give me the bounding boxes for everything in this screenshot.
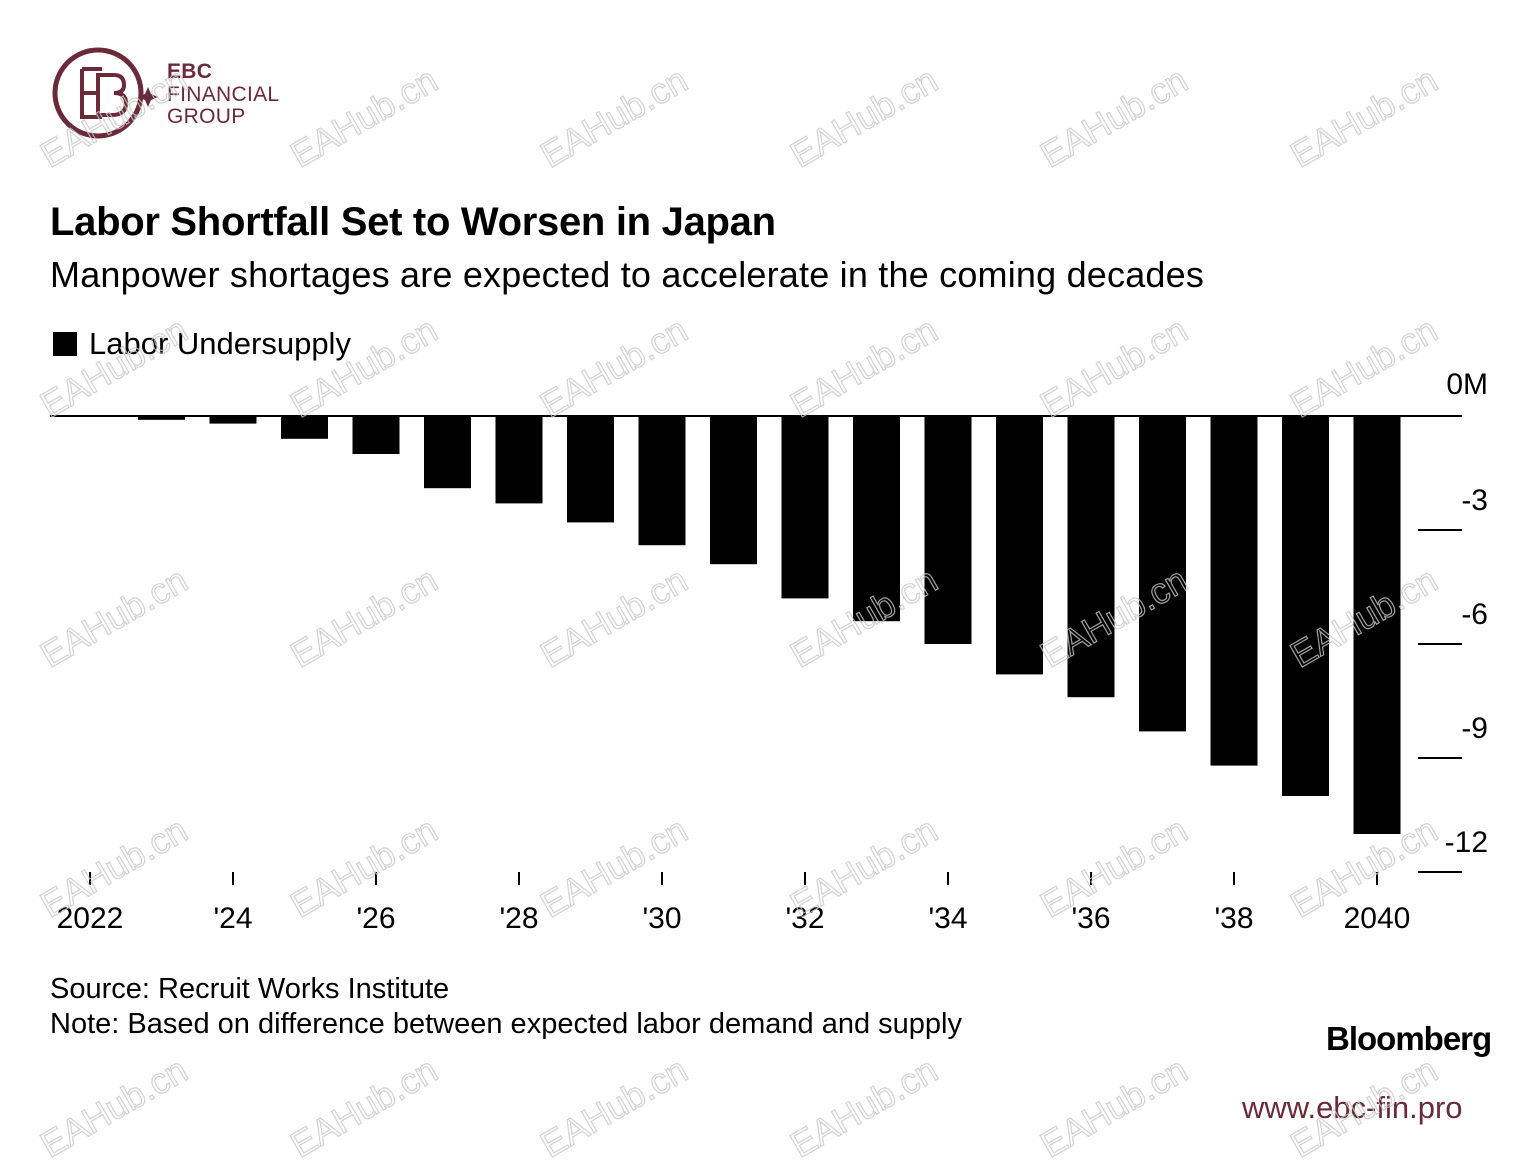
- x-tick-label: '38: [1214, 902, 1253, 935]
- y-tick-label: -9: [1461, 712, 1488, 745]
- legend-swatch: [53, 332, 77, 356]
- brand-line-2: FINANCIAL: [167, 83, 280, 106]
- watermark-text: EAHub.cn: [283, 1049, 444, 1166]
- bar-2031: [710, 416, 757, 565]
- x-tick-label: '24: [213, 902, 252, 935]
- bar-2023: [138, 416, 185, 420]
- watermark-text: EAHub.cn: [783, 59, 944, 176]
- legend: Labor Undersupply: [53, 326, 351, 362]
- x-tick-label: '36: [1071, 902, 1110, 935]
- legend-label: Labor Undersupply: [89, 326, 351, 361]
- bar-2040: [1353, 416, 1401, 834]
- y-tick-label: 0M: [1446, 368, 1488, 401]
- x-tick-label: '30: [642, 902, 681, 935]
- bar-2026: [352, 416, 400, 454]
- watermark-text: EAHub.cn: [1033, 59, 1194, 176]
- bar-chart: 0M -3 -6 -9 -12 2022 '24 '26 '28 '30 '32 '34 '36 '38 2…: [50, 368, 1488, 935]
- x-tick-label: 2022: [57, 902, 124, 935]
- brand-line-1: EBC: [167, 60, 213, 83]
- watermark-text: EAHub.cn: [1033, 1049, 1194, 1166]
- bar-2034: [924, 416, 972, 644]
- note-text: Note: Based on difference between expect…: [50, 1008, 962, 1040]
- bar-2036: [1067, 416, 1115, 698]
- x-tick-label: '28: [499, 902, 538, 935]
- y-tick-label: -12: [1445, 826, 1488, 859]
- watermark-text: EAHub.cn: [533, 1049, 694, 1166]
- bar-2033: [853, 416, 900, 622]
- source-text: Source: Recruit Works Institute: [50, 973, 450, 1005]
- bar-2038: [1210, 416, 1258, 766]
- x-tick-label: '34: [928, 902, 967, 935]
- x-tick-label: '32: [785, 902, 824, 935]
- watermark-text: EAHub.cn: [1283, 59, 1444, 176]
- logo-ring-icon: [52, 47, 144, 139]
- publisher-logo: Bloomberg: [1326, 1020, 1492, 1057]
- y-tick-label: -3: [1461, 484, 1488, 517]
- bar-2032: [781, 416, 829, 599]
- chart-subtitle: Manpower shortages are expected to accel…: [50, 254, 1205, 295]
- sparkle-icon: [138, 87, 158, 107]
- bar-2027: [424, 416, 471, 489]
- bar-2039: [1282, 416, 1329, 796]
- chart-title: Labor Shortfall Set to Worsen in Japan: [50, 200, 776, 244]
- watermark-text: EAHub.cn: [283, 59, 444, 176]
- bar-2037: [1139, 416, 1186, 732]
- website-url[interactable]: www.ebc-fin.pro: [1242, 1090, 1463, 1125]
- watermark-text: EAHub.cn: [533, 59, 694, 176]
- x-tick-label: '26: [356, 902, 395, 935]
- x-tick-label: 2040: [1344, 902, 1411, 935]
- bar-2030: [638, 416, 686, 546]
- brand-line-3: GROUP: [167, 105, 246, 128]
- bar-2029: [567, 416, 614, 523]
- bar-2025: [281, 416, 328, 439]
- y-tick-label: -6: [1461, 598, 1488, 631]
- bar-2024: [209, 416, 257, 424]
- watermark-text: EAHub.cn: [33, 1049, 194, 1166]
- bar-2028: [495, 416, 543, 504]
- ebc-logo: [52, 47, 158, 139]
- watermark-text: EAHub.cn: [783, 1049, 944, 1166]
- bar-2035: [996, 416, 1043, 675]
